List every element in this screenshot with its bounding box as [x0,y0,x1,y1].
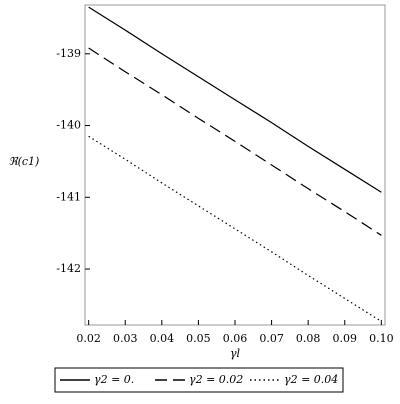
legend-label: γ2 = 0. [94,373,134,386]
series-line [88,47,382,236]
x-tick-label: 0.10 [369,332,394,345]
y-tick-label: -142 [56,262,81,275]
y-axis-label: ℜ(c1) [9,155,40,168]
x-tick-label: 0.03 [113,332,138,345]
legend-label: γ2 = 0.04 [284,373,338,386]
x-axis-label: γl [230,347,241,360]
legend-box [54,367,344,393]
x-tick-label: 0.05 [186,332,211,345]
x-tick-label: 0.04 [150,332,175,345]
series-line [88,135,382,322]
x-tick-label: 0.06 [223,332,248,345]
y-tick-label: -141 [56,190,81,203]
x-tick-label: 0.02 [76,332,101,345]
x-tick-label: 0.07 [259,332,284,345]
x-tick-label: 0.08 [296,332,321,345]
y-tick-label: -139 [56,47,81,60]
series-line [88,6,382,193]
legend-label: γ2 = 0.02 [189,373,243,386]
y-tick-label: -140 [56,119,81,132]
plot-frame [84,4,386,326]
x-tick-label: 0.09 [333,332,358,345]
